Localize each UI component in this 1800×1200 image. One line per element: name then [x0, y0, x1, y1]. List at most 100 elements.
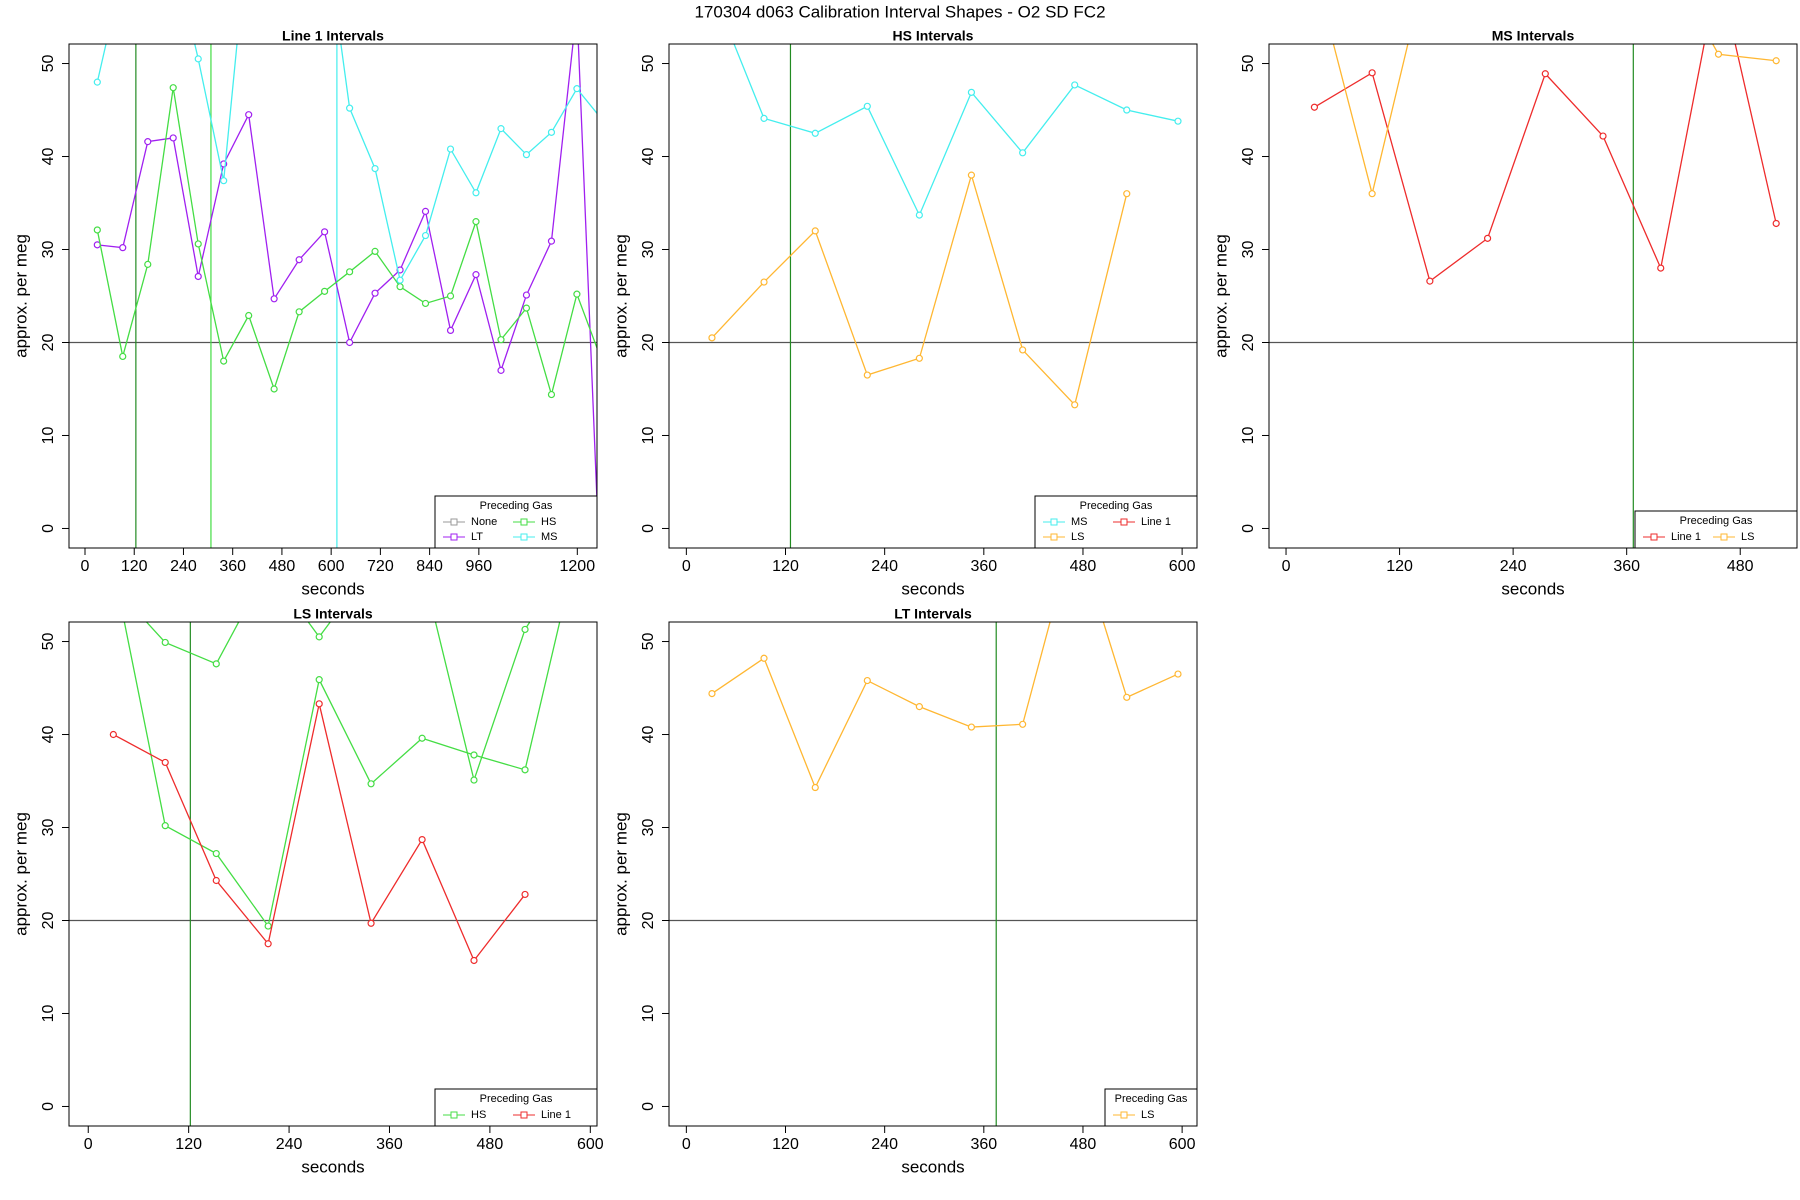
data-point: [212, 849, 220, 858]
data-point: [497, 125, 505, 133]
y-tick-label: 50: [40, 55, 57, 73]
x-tick-label: 0: [84, 1136, 93, 1153]
x-tick-label: 120: [772, 1136, 799, 1153]
data-point: [220, 177, 228, 185]
x-tick-label: 480: [1070, 1136, 1097, 1153]
plot-frame: [68, 621, 598, 1127]
legend-label: HS: [541, 516, 556, 528]
plot-area: [69, 44, 605, 548]
data-point: [446, 292, 455, 300]
plot-frame: [668, 621, 1198, 1127]
data-point: [863, 371, 871, 379]
data-point: [144, 138, 152, 146]
data-point: [320, 228, 329, 236]
y-tick-label: 20: [40, 333, 57, 351]
data-point: [573, 290, 581, 298]
data-point: [760, 114, 768, 122]
data-point: [863, 676, 871, 685]
legend-swatch: [1120, 1111, 1128, 1119]
data-point: [1599, 132, 1607, 140]
data-point: [367, 780, 375, 788]
data-point: [446, 145, 455, 153]
data-point: [371, 247, 379, 255]
data-point: [418, 734, 426, 742]
legend-label: Line 1: [541, 1109, 571, 1121]
y-axis-label: approx. per meg: [611, 812, 630, 936]
data-point: [245, 311, 253, 320]
plot-frame: [68, 43, 598, 549]
data-point: [212, 660, 220, 668]
data-point: [1657, 264, 1665, 272]
y-tick-label: 30: [1240, 241, 1257, 259]
data-point: [1071, 401, 1079, 409]
y-tick-label: 0: [640, 524, 657, 533]
data-point: [421, 299, 430, 308]
data-point: [144, 260, 152, 268]
data-point: [169, 84, 177, 92]
data-point: [1123, 693, 1131, 701]
legend-swatch: [1650, 533, 1658, 541]
y-tick-label: 10: [1240, 426, 1257, 444]
panel-title: HS Intervals: [893, 28, 974, 44]
panel: LS Intervals 0 120 240 360 480 600 0 10 20 30 40 50 s…: [11, 606, 603, 1177]
data-point: [320, 287, 329, 295]
legend-swatch: [1720, 533, 1728, 541]
plot-area: [1269, 44, 1797, 548]
data-point: [967, 88, 976, 96]
data-point: [446, 326, 455, 335]
panel: LT Intervals 0 120 240 360 480 600 0 10 20 30 40 50 s…: [611, 606, 1198, 1176]
panel-title: LT Intervals: [894, 606, 972, 622]
data-point: [212, 876, 220, 885]
data-point: [599, 116, 605, 122]
data-point: [967, 723, 976, 731]
y-axis-label: approx. per meg: [1211, 234, 1230, 358]
x-tick-label: 840: [416, 558, 443, 575]
panel: MS Intervals 0 120 240 360 480 0 10 20 30 40 50 seco…: [1211, 28, 1798, 598]
y-tick-label: 50: [1240, 55, 1257, 73]
data-point: [472, 189, 480, 197]
data-point: [1426, 277, 1434, 285]
data-point: [1368, 69, 1376, 77]
plot-frame: [668, 43, 1198, 549]
legend-label: LS: [1071, 531, 1084, 543]
data-point: [472, 271, 480, 279]
data-point: [346, 104, 354, 112]
data-point: [1483, 234, 1492, 242]
y-tick-label: 20: [40, 911, 57, 929]
x-tick-label: 600: [1169, 1136, 1196, 1153]
data-point: [1019, 149, 1027, 157]
legend-swatch: [450, 1111, 458, 1119]
x-axis-label: seconds: [301, 1157, 364, 1176]
y-tick-label: 10: [40, 426, 57, 444]
panel-title: LS Intervals: [293, 606, 373, 622]
y-tick-label: 40: [640, 726, 657, 744]
legend-title: Preceding Gas: [480, 1093, 553, 1105]
legend-title: Preceding Gas: [1115, 1093, 1188, 1105]
legend-label: LS: [1141, 1109, 1154, 1121]
series-line: [1332, 44, 1777, 194]
data-point: [521, 766, 529, 774]
series-line: [113, 703, 526, 962]
x-tick-label: 360: [970, 558, 997, 575]
y-tick-label: 10: [40, 1004, 57, 1022]
legend-swatch: [1120, 518, 1128, 526]
data-point: [93, 78, 101, 86]
data-point: [421, 207, 430, 215]
data-point: [915, 211, 923, 219]
data-point: [194, 55, 202, 63]
data-point: [346, 268, 354, 276]
data-point: [547, 237, 556, 245]
data-point: [915, 703, 923, 711]
y-tick-label: 10: [640, 426, 657, 444]
y-tick-label: 40: [640, 148, 657, 166]
panel-title: Line 1 Intervals: [282, 28, 384, 44]
series-line: [711, 172, 1128, 407]
data-point: [1714, 50, 1723, 58]
x-axis-label: seconds: [901, 579, 964, 598]
data-point: [161, 758, 169, 767]
x-tick-label: 240: [276, 1136, 303, 1153]
plot-area: [669, 44, 1197, 548]
data-point: [1772, 57, 1780, 65]
